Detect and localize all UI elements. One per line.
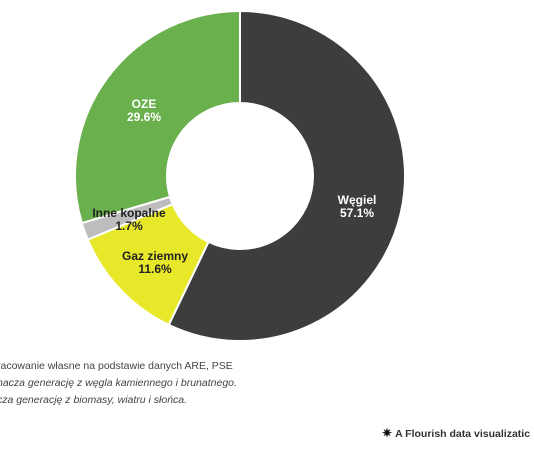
slice-węgiel[interactable] bbox=[167, 9, 406, 342]
slice-label-name: OZE bbox=[132, 97, 157, 111]
slice-oze[interactable] bbox=[74, 9, 241, 225]
source-notes: racowanie własne na podstawie danych ARE… bbox=[0, 358, 317, 409]
slice-label-name: Węgiel bbox=[338, 193, 377, 207]
slice-label-value: 11.6% bbox=[138, 262, 172, 276]
slice-label-value: 57.1% bbox=[340, 206, 374, 220]
slice-label-value: 29.6% bbox=[127, 110, 161, 124]
source-note: racowanie własne na podstawie danych ARE… bbox=[0, 360, 233, 372]
flourish-star-icon: ✷ bbox=[382, 426, 393, 440]
slice-label-name: Gaz ziemny bbox=[122, 249, 188, 263]
flourish-credit-text: A Flourish data visualizatic bbox=[395, 428, 531, 440]
slice-label-name: Inne kopalne bbox=[92, 206, 166, 220]
flourish-credit[interactable]: ✷ A Flourish data visualizatic bbox=[382, 426, 530, 440]
footnote-oze: cza generację z biomasy, wiatru i słońca… bbox=[0, 394, 188, 406]
donut-slices bbox=[74, 9, 406, 342]
footnote-coal: nacza generację z węgla kamiennego i bru… bbox=[0, 377, 237, 389]
slice-label-value: 1.7% bbox=[115, 219, 143, 233]
